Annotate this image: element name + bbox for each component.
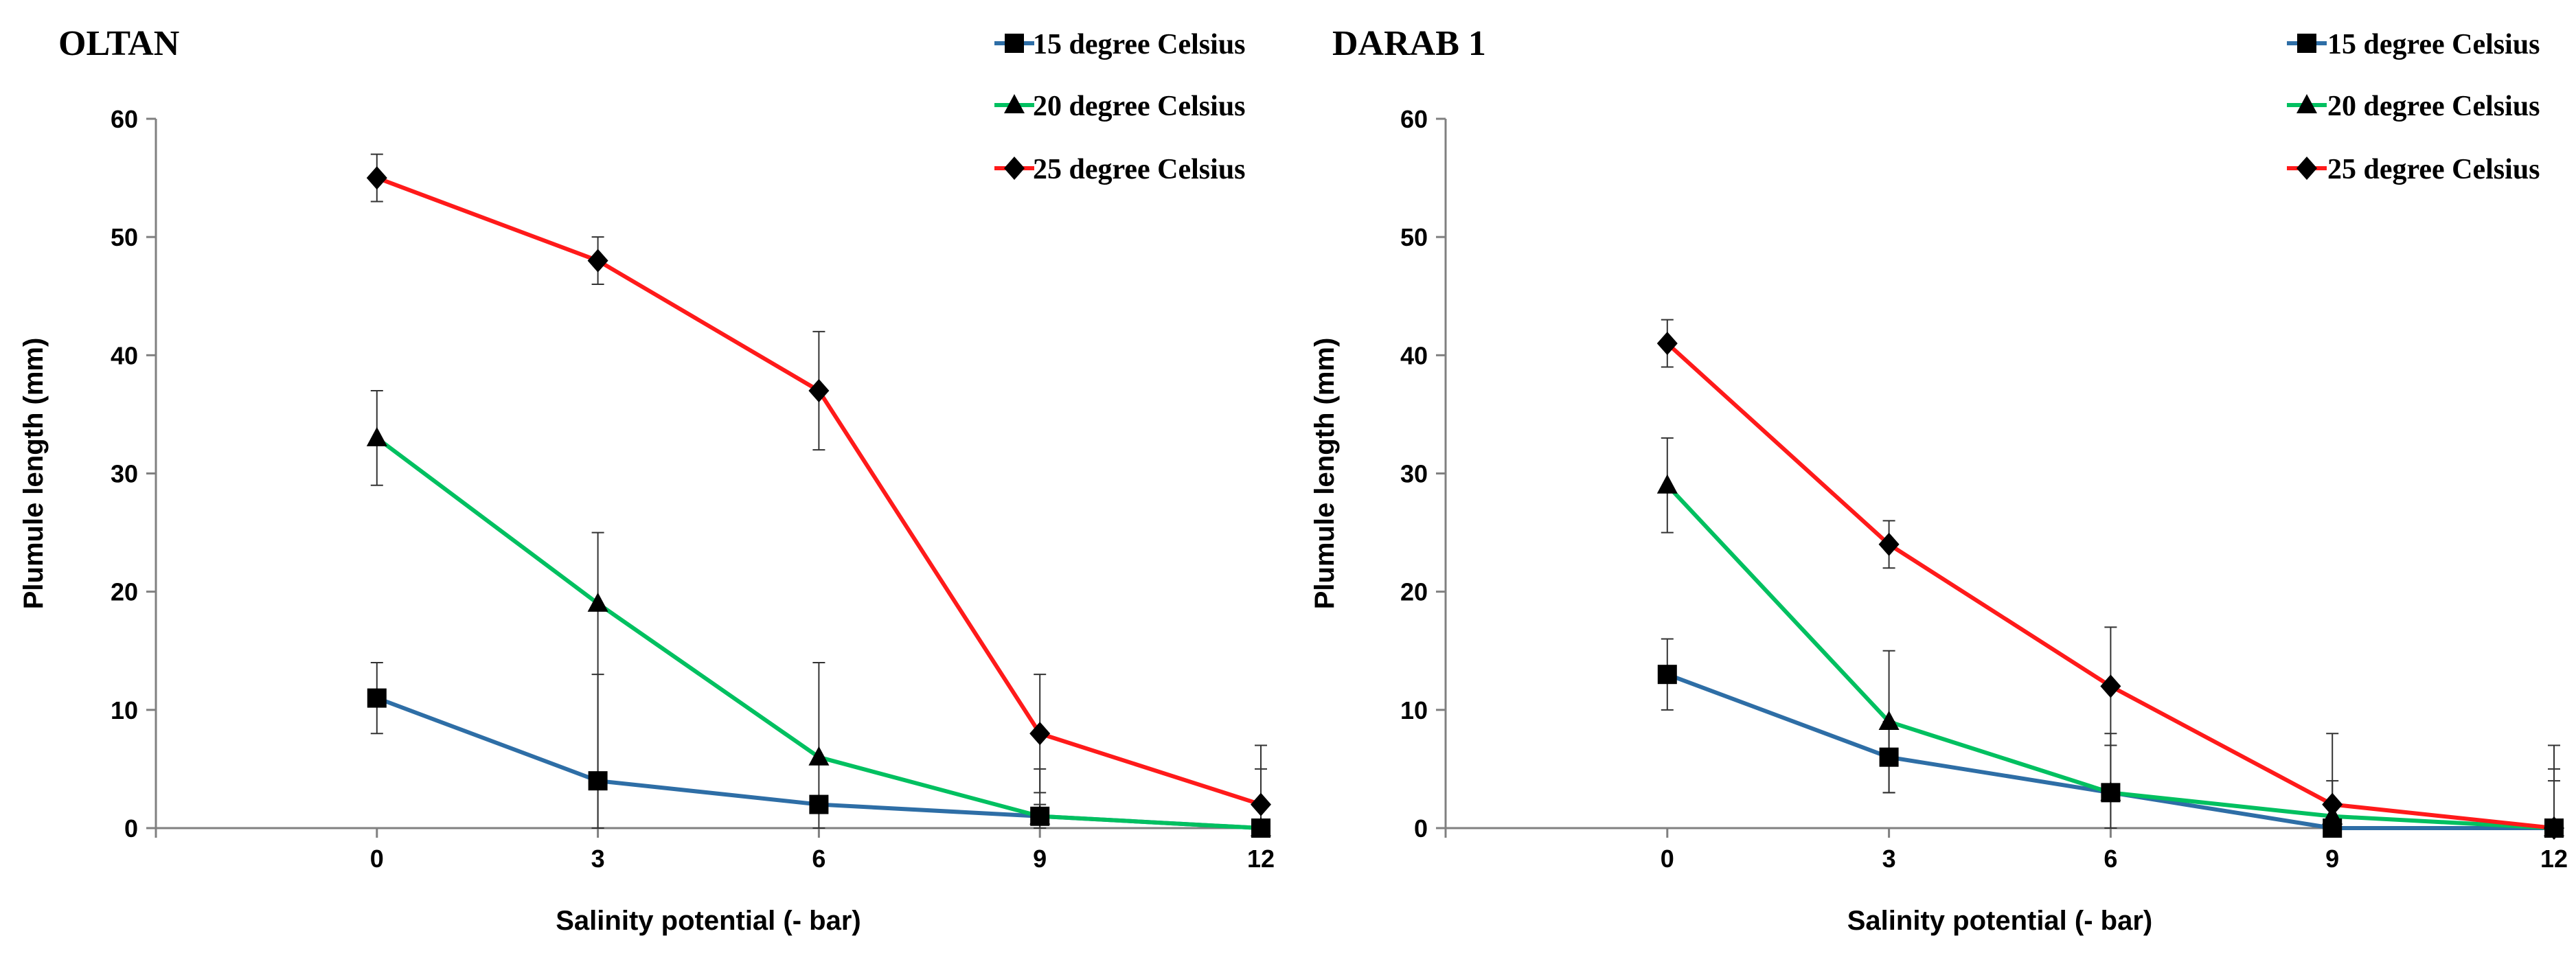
legend-label-20-degree-celsius: 20 degree Celsius [2327,91,2540,122]
data-point-20-degree-celsius [1251,817,1271,836]
data-point-15-degree-celsius [588,771,608,791]
y-axis-label: Plumule length (mm) [1310,338,1340,610]
x-axis-label: Salinity potential (- bar) [556,906,860,936]
data-point-25-degree-celsius [366,166,387,190]
y-tick-label: 40 [111,341,138,369]
x-tick-label: 12 [2540,845,2568,873]
chart-title: DARAB 1 [1332,24,1486,63]
x-tick-label: 3 [1882,845,1896,873]
data-point-25-degree-celsius [1029,722,1051,746]
x-axis-label: Salinity potential (- bar) [1847,906,2152,936]
data-point-20-degree-celsius [1878,711,1900,731]
x-tick-label: 9 [1033,845,1047,873]
data-point-15-degree-celsius [1657,665,1677,685]
data-point-25-degree-celsius [587,249,608,273]
y-tick-label: 30 [1400,460,1428,488]
legend-label-15-degree-celsius: 15 degree Celsius [2327,29,2540,60]
data-point-20-degree-celsius [587,592,608,612]
legend-marker-20-degree-celsius [1004,94,1025,113]
x-tick-label: 12 [1247,845,1275,873]
data-point-25-degree-celsius [1251,792,1271,816]
data-point-20-degree-celsius [1656,474,1678,494]
legend-label-25-degree-celsius: 25 degree Celsius [1033,154,1246,185]
y-tick-label: 60 [1400,105,1428,133]
legend-marker-15-degree-celsius [1005,34,1024,53]
y-tick-label: 20 [111,578,138,606]
data-point-20-degree-celsius [808,746,830,766]
y-tick-label: 20 [1400,578,1428,606]
y-tick-label: 50 [111,223,138,251]
data-point-20-degree-celsius [2100,781,2121,801]
data-point-20-degree-celsius [1029,805,1051,825]
legend-label-15-degree-celsius: 15 degree Celsius [1033,29,1246,60]
y-tick-label: 60 [111,105,138,133]
y-tick-label: 30 [111,460,138,488]
darab-1-chart-panel: DARAB 1 0 10 20 30 40 50 60 0 3 6 9 12 Salinity poten… [1310,24,2568,936]
data-point-15-degree-celsius [1879,747,1899,767]
x-tick-label: 9 [2325,845,2339,873]
legend-label-25-degree-celsius: 25 degree Celsius [2327,154,2540,185]
y-tick-label: 10 [1400,696,1428,724]
oltan-chart-panel: OLTAN 0 10 20 30 40 50 60 0 3 6 9 12 Salinity potenti… [19,24,1275,936]
data-point-25-degree-celsius [2322,792,2343,816]
chart-title: OLTAN [58,24,179,63]
x-tick-label: 0 [1661,845,1674,873]
x-tick-label: 6 [2104,845,2117,873]
data-point-25-degree-celsius [1656,332,1678,356]
data-point-25-degree-celsius [2544,816,2564,840]
legend-marker-15-degree-celsius [2297,34,2316,53]
data-point-25-degree-celsius [1878,532,1900,556]
y-tick-label: 0 [1414,814,1428,843]
legend-marker-20-degree-celsius [2296,94,2317,113]
legend-label-20-degree-celsius: 20 degree Celsius [1033,91,1246,122]
data-point-20-degree-celsius [366,426,387,446]
data-point-15-degree-celsius [809,794,829,814]
data-point-25-degree-celsius [2100,674,2121,698]
legend-marker-25-degree-celsius [1004,157,1025,180]
y-axis-label: Plumule length (mm) [19,338,49,610]
data-point-25-degree-celsius [808,378,830,402]
y-tick-label: 40 [1400,341,1428,369]
legend-marker-25-degree-celsius [2296,157,2317,180]
x-tick-label: 6 [812,845,825,873]
y-tick-label: 0 [124,814,138,843]
data-point-15-degree-celsius [367,688,387,708]
y-tick-label: 10 [111,696,138,724]
x-tick-label: 3 [591,845,605,873]
x-tick-label: 0 [370,845,384,873]
y-tick-label: 50 [1400,223,1428,251]
